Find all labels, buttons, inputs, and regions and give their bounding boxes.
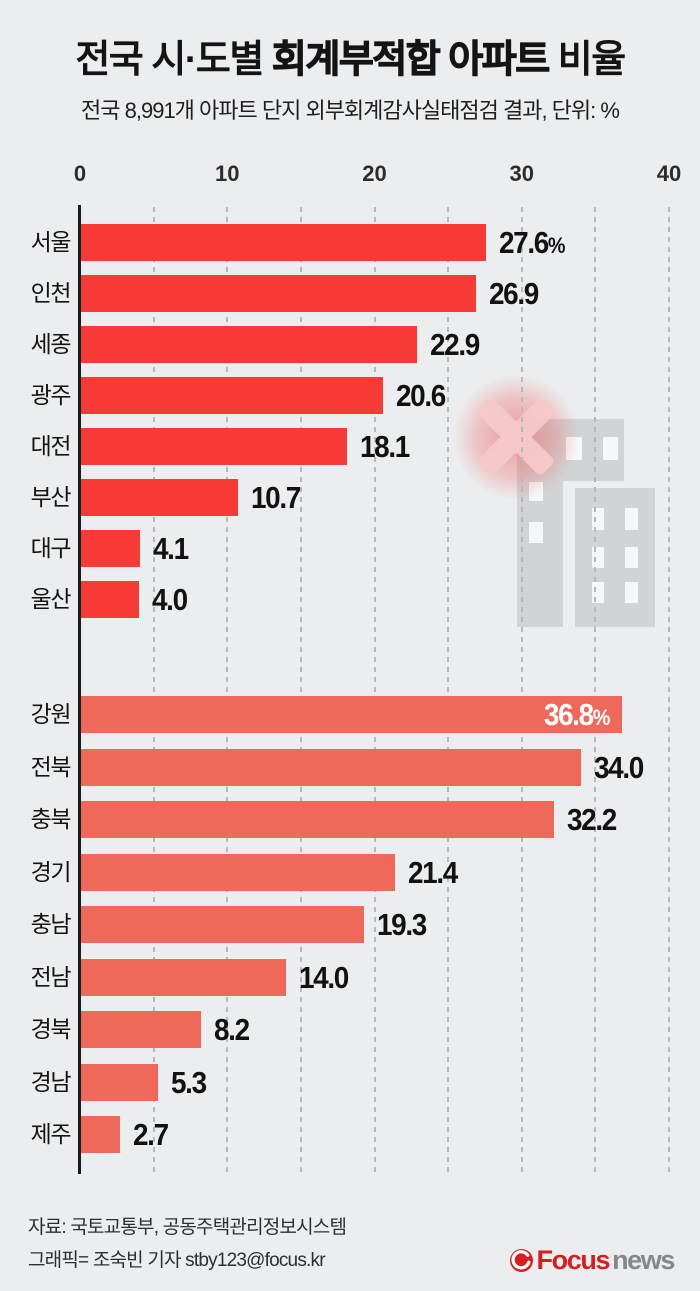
building-window	[625, 508, 638, 530]
bar-전북	[81, 749, 581, 786]
axis-tick: 10	[215, 161, 240, 186]
gridline	[594, 207, 597, 1172]
page-title-strong: 회계부적합 아파트	[271, 39, 550, 82]
x-mark-icon	[471, 392, 561, 482]
gridline	[668, 207, 670, 1172]
bar-category-label: 충북	[30, 806, 72, 832]
gridline	[299, 207, 302, 1172]
bar-세종	[81, 326, 417, 363]
axis-tick: 20	[362, 161, 387, 186]
gridline	[373, 207, 376, 1172]
page-subtitle: 전국 8,991개 아파트 단지 외부회계감사실태점검 결과, 단위: %	[81, 98, 620, 123]
bar-value-label: 4.1	[153, 531, 189, 566]
bar-value-label: 8.2	[214, 1012, 250, 1047]
bar-value-label: 20.6	[396, 378, 446, 413]
focus-news-logo-icon	[509, 1248, 533, 1272]
bar-value-label: 5.3	[171, 1065, 207, 1100]
bar-value-label: 14.0	[299, 960, 349, 995]
y-axis-line	[78, 205, 81, 1174]
bar-광주	[81, 377, 383, 414]
bar-대전	[81, 428, 347, 465]
bar-category-label: 광주	[30, 382, 72, 408]
bar-울산	[81, 581, 139, 618]
bar-category-label: 울산	[30, 586, 72, 612]
building-right	[575, 488, 655, 627]
bar-category-label: 충남	[30, 911, 72, 937]
gridline	[226, 207, 229, 1172]
gridline	[520, 207, 523, 1172]
focus-news-logo: Focus news	[509, 1245, 675, 1275]
bar-대구	[81, 530, 140, 567]
bar-서울	[81, 224, 486, 261]
bar-value-label: 26.9	[489, 276, 539, 311]
bar-제주	[81, 1116, 120, 1153]
building-window	[529, 522, 543, 543]
source-note: 자료: 국토교통부, 공동주택관리정보시스템	[28, 1217, 347, 1238]
bar-category-label: 인천	[30, 280, 72, 306]
bar-value-label: 36.8%	[543, 697, 611, 732]
page-title: 전국 시·도별 회계부적합 아파트 비율	[0, 28, 700, 83]
bar-경기	[81, 854, 395, 891]
building-window	[625, 547, 638, 568]
bar-category-label: 부산	[30, 484, 72, 510]
gridline	[152, 207, 155, 1172]
bar-value-label: 32.2	[567, 802, 617, 837]
bar-value-label: 22.9	[430, 327, 480, 362]
bar-인천	[81, 275, 476, 312]
bar-category-label: 서울	[30, 229, 72, 255]
bar-category-label: 대구	[30, 535, 72, 561]
bar-category-label: 경기	[30, 859, 72, 885]
bar-value-label: 2.7	[133, 1117, 169, 1152]
logo-suffix-text: news	[612, 1245, 675, 1275]
bar-value-label: 21.4	[408, 855, 458, 890]
bar-value-label: 4.0	[152, 582, 188, 617]
bar-category-label: 대전	[30, 433, 72, 459]
bar-category-label: 경남	[30, 1069, 72, 1095]
bar-category-label: 전남	[30, 964, 72, 990]
bar-value-label: 34.0	[594, 750, 644, 785]
bar-category-label: 제주	[30, 1121, 72, 1147]
page-title-post: 비율	[548, 39, 626, 81]
bar-경남	[81, 1064, 158, 1101]
bar-강원	[81, 696, 622, 733]
building-window	[625, 582, 638, 603]
credit-note: 그래픽= 조숙빈 기자 stby123@focus.kr	[28, 1250, 326, 1271]
building-window	[603, 437, 618, 460]
axis-tick: 30	[509, 161, 534, 186]
bar-value-label: 19.3	[377, 907, 427, 942]
bar-category-label: 세종	[30, 331, 72, 357]
bar-value-label: 18.1	[360, 429, 410, 464]
bar-value-label: 27.6%	[499, 225, 566, 260]
page-title-pre: 전국 시·도별	[75, 39, 272, 81]
bar-충북	[81, 801, 554, 838]
gridline	[447, 207, 450, 1172]
axis-tick: 0	[73, 161, 87, 186]
bar-category-label: 강원	[30, 701, 72, 727]
bar-category-label: 전북	[30, 754, 72, 780]
bar-경북	[81, 1011, 201, 1048]
bar-충남	[81, 906, 364, 943]
bar-value-label: 10.7	[251, 480, 301, 515]
logo-brand-text: Focus	[536, 1245, 611, 1275]
bar-부산	[81, 479, 238, 516]
bar-전남	[81, 959, 286, 996]
bar-category-label: 경북	[30, 1016, 72, 1042]
axis-tick: 40	[656, 161, 682, 186]
